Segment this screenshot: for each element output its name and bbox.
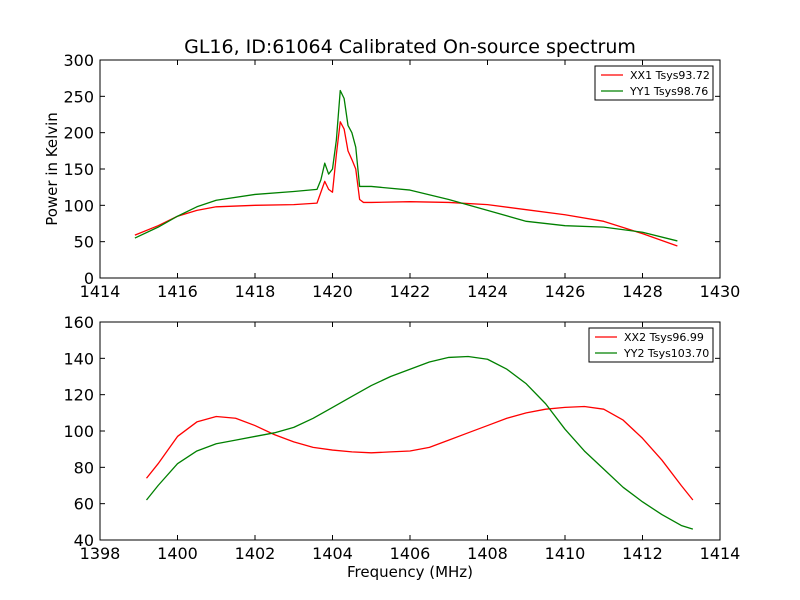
top-y-axis-label: Power in Kelvin	[43, 112, 61, 226]
top-x-tick-label: 1426	[545, 282, 586, 301]
bottom-tick-label-layer: 1398 1400 1402 1404 1406 1408 1410 1412 1414 40 60…	[63, 313, 740, 563]
top-y-tick-label: 100	[63, 196, 94, 215]
bottom-panel: 1398 1400 1402 1404 1406 1408 1410 1412 1414 40 60…	[63, 313, 740, 581]
bottom-tick-layer	[99, 321, 721, 541]
top-panel: 1414 1416 1418 1420 1422 1424 1426 1428 1430 0 50 1…	[43, 51, 740, 301]
top-legend: XX1 Tsys93.72 YY1 Tsys98.76	[594, 65, 714, 101]
top-x-tick-label: 1414	[80, 282, 121, 301]
bottom-series-yy-line	[145, 355, 694, 530]
top-tick-label-layer: 1414 1416 1418 1420 1422 1424 1426 1428 1430 0 50 1…	[63, 51, 740, 301]
top-series-layer	[134, 89, 678, 247]
bottom-series-xx-line	[145, 405, 694, 501]
top-x-tick-label: 1424	[467, 282, 508, 301]
bottom-legend-yy2-label: YY2 Tsys103.70	[623, 347, 709, 360]
bottom-x-tick-label: 1406	[390, 544, 431, 563]
top-series-xx-line	[134, 121, 678, 247]
top-x-tick-label: 1420	[312, 282, 353, 301]
bottom-x-tick-label: 1408	[467, 544, 508, 563]
bottom-x-tick-label: 1410	[545, 544, 586, 563]
top-tick-layer	[99, 59, 721, 279]
bottom-y-tick-label: 100	[63, 422, 94, 441]
bottom-y-tick-label: 80	[74, 458, 94, 477]
top-series-yy-line	[134, 89, 678, 242]
top-y-tick-label: 50	[74, 233, 94, 252]
chart-title: GL16, ID:61064 Calibrated On-source spec…	[184, 36, 636, 58]
top-x-tick-label: 1422	[390, 282, 431, 301]
bottom-x-tick-label: 1404	[312, 544, 353, 563]
top-x-tick-label: 1428	[622, 282, 663, 301]
bottom-y-tick-label: 40	[74, 531, 94, 550]
top-legend-box	[594, 65, 714, 101]
bottom-x-tick-label: 1400	[157, 544, 198, 563]
bottom-legend: XX2 Tsys96.99 YY2 Tsys103.70	[588, 327, 714, 363]
top-x-tick-label: 1418	[235, 282, 276, 301]
bottom-y-tick-label: 60	[74, 495, 94, 514]
bottom-x-tick-label: 1398	[80, 544, 121, 563]
top-y-tick-label: 200	[63, 124, 94, 143]
top-y-tick-label: 0	[84, 269, 94, 288]
bottom-series-layer	[145, 355, 694, 530]
top-y-tick-label: 150	[63, 160, 94, 179]
top-y-tick-label: 300	[63, 51, 94, 70]
bottom-x-tick-label: 1412	[622, 544, 663, 563]
bottom-y-tick-label: 140	[63, 349, 94, 368]
bottom-x-axis-label: Frequency (MHz)	[347, 563, 473, 581]
bottom-y-tick-label: 160	[63, 313, 94, 332]
top-x-tick-label: 1416	[157, 282, 198, 301]
top-legend-xx1-label: XX1 Tsys93.72	[630, 69, 710, 82]
bottom-x-tick-label: 1414	[700, 544, 741, 563]
top-y-tick-label: 250	[63, 87, 94, 106]
top-legend-yy1-label: YY1 Tsys98.76	[629, 85, 708, 98]
bottom-legend-xx2-label: XX2 Tsys96.99	[624, 331, 704, 344]
top-x-tick-label: 1430	[700, 282, 741, 301]
bottom-y-tick-label: 120	[63, 386, 94, 405]
bottom-x-tick-label: 1402	[235, 544, 276, 563]
bottom-legend-box	[588, 327, 714, 363]
